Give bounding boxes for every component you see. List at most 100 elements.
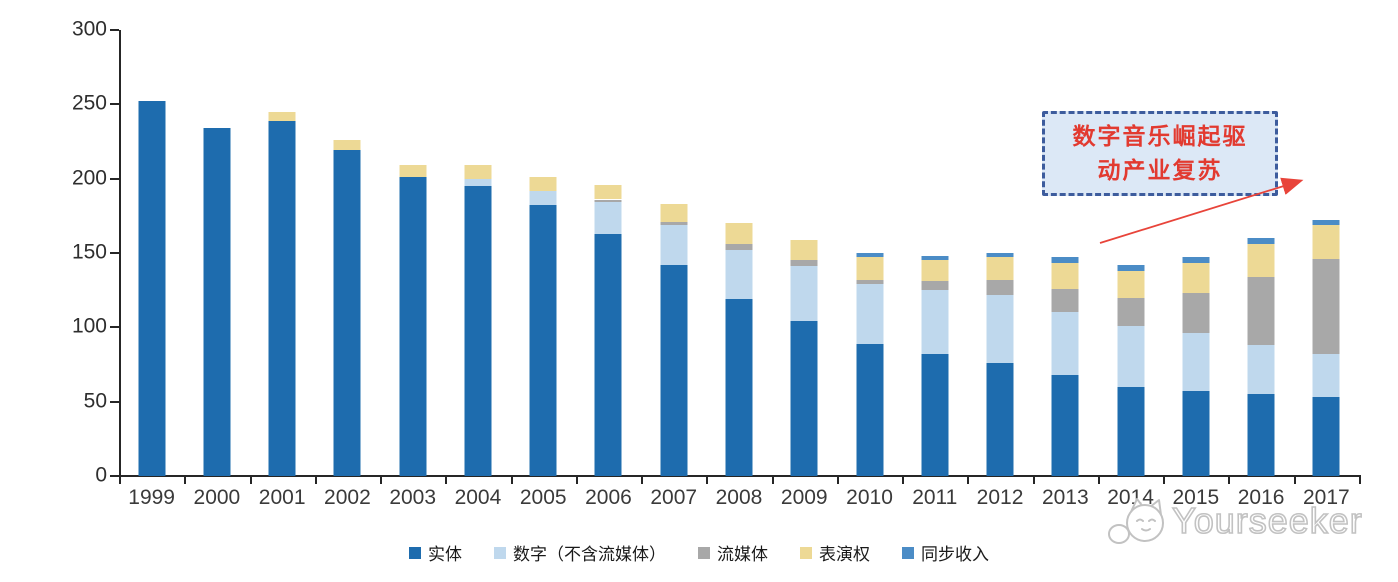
y-tick-label: 200	[71, 166, 107, 190]
legend-swatch	[698, 546, 710, 559]
x-tick	[184, 477, 187, 484]
bar-segment-实体	[399, 177, 427, 476]
x-tick	[771, 477, 774, 484]
bar-stack-2017	[1294, 30, 1359, 476]
x-tick	[1359, 477, 1361, 484]
x-tick	[249, 477, 252, 484]
bar-segment-数字（不含流媒体）	[1182, 333, 1210, 392]
bar-stack-2006	[576, 30, 641, 476]
bar-segment-数字（不含流媒体）	[1312, 354, 1340, 398]
bar-stack-2002	[315, 30, 380, 476]
bar-segment-流媒体	[856, 279, 884, 285]
legend-item-流媒体: 流媒体	[698, 540, 768, 565]
bar-segment-数字（不含流媒体）	[1247, 345, 1275, 395]
bar-segment-数字（不含流媒体）	[1117, 325, 1145, 387]
bar-segment-实体	[529, 205, 557, 476]
bar-segment-数字（不含流媒体）	[464, 178, 492, 187]
bar-segment-流媒体	[725, 244, 753, 251]
bar-segment-表演权	[594, 184, 622, 200]
legend-label: 实体	[428, 545, 462, 565]
x-tick	[641, 477, 644, 484]
bar-segment-表演权	[399, 165, 427, 178]
y-tick-label: 100	[71, 314, 107, 338]
x-tick	[119, 477, 121, 484]
legend-item-同步收入: 同步收入	[902, 540, 989, 565]
bar-segment-实体	[725, 299, 753, 476]
bar-segment-同步收入	[1312, 220, 1340, 225]
y-tick	[110, 103, 119, 106]
bar-segment-流媒体	[986, 279, 1014, 295]
bar-stack-2000	[184, 30, 249, 476]
x-tick-label-2012: 2012	[976, 486, 1024, 509]
x-tick	[1228, 477, 1231, 484]
x-tick-label-2016: 2016	[1237, 486, 1285, 509]
bar-segment-表演权	[725, 223, 753, 245]
bar-segment-表演权	[986, 257, 1014, 280]
legend-swatch	[902, 546, 914, 559]
x-tick-label-2002: 2002	[324, 486, 371, 509]
x-tick	[510, 477, 513, 484]
x-tick-label-2017: 2017	[1303, 486, 1350, 509]
bar-segment-同步收入	[1247, 238, 1275, 245]
x-tick-label-2013: 2013	[1041, 486, 1089, 509]
bar-stack-2009	[772, 30, 837, 476]
bar-segment-实体	[464, 186, 492, 476]
bar-segment-数字（不含流媒体）	[986, 294, 1014, 364]
bar-segment-实体	[138, 101, 166, 476]
x-tick-label-2007: 2007	[650, 486, 698, 509]
bar-segment-流媒体	[1117, 297, 1145, 326]
bar-segment-实体	[1247, 394, 1275, 476]
bar-segment-流媒体	[1247, 276, 1275, 346]
legend-item-实体: 实体	[409, 540, 462, 565]
legend-item-表演权: 表演权	[800, 540, 870, 565]
y-tick	[110, 29, 119, 31]
x-tick-label-2001: 2001	[258, 486, 306, 509]
x-tick	[1032, 477, 1035, 484]
y-tick	[110, 252, 119, 254]
watermark-text: Yourseeker	[1171, 499, 1363, 542]
x-tick	[445, 477, 448, 484]
bar-segment-实体	[790, 321, 818, 476]
y-tick	[110, 400, 119, 403]
bar-stack-2015	[1163, 30, 1228, 476]
bar-segment-同步收入	[921, 255, 949, 261]
bar-stack-2013	[1033, 30, 1098, 476]
bar-segment-实体	[1051, 374, 1079, 476]
y-tick	[110, 326, 119, 329]
bar-segment-数字（不含流媒体）	[660, 224, 688, 265]
bar-segment-同步收入	[1117, 264, 1145, 271]
bar-segment-表演权	[790, 239, 818, 261]
bar-stack-2008	[706, 30, 771, 476]
bar-stack-1999	[119, 30, 184, 476]
bar-segment-实体	[1117, 386, 1145, 476]
y-tick	[110, 475, 119, 477]
bar-segment-实体	[1312, 397, 1340, 476]
y-tick	[110, 177, 119, 180]
bar-segment-表演权	[268, 111, 296, 121]
bar-segment-流媒体	[594, 199, 622, 203]
bar-stack-2011	[902, 30, 967, 476]
bar-segment-表演权	[529, 177, 557, 191]
legend-label: 数字（不含流媒体）	[513, 545, 666, 565]
watermark: Yourseeker	[1106, 494, 1363, 548]
x-tick-label-2000: 2000	[193, 486, 241, 509]
bar-segment-实体	[1182, 391, 1210, 476]
x-tick-label-2011: 2011	[912, 486, 958, 509]
bar-stack-2003	[380, 30, 445, 476]
y-tick-label: 0	[95, 463, 107, 487]
bar-stack-2007	[641, 30, 706, 476]
x-tick	[380, 477, 383, 484]
bar-segment-流媒体	[790, 260, 818, 267]
bar-segment-数字（不含流媒体）	[921, 290, 949, 355]
bar-segment-同步收入	[986, 253, 1014, 258]
x-tick	[836, 477, 839, 484]
x-tick	[1163, 477, 1166, 484]
annotation-line2: 动产业复苏	[1097, 156, 1223, 184]
bar-segment-同步收入	[856, 253, 884, 258]
x-tick-label-1999: 1999	[128, 486, 175, 509]
bar-segment-表演权	[1117, 270, 1145, 298]
x-tick	[1293, 477, 1296, 484]
legend-item-数字（不含流媒体）: 数字（不含流媒体）	[494, 540, 666, 565]
bar-segment-表演权	[1312, 224, 1340, 259]
